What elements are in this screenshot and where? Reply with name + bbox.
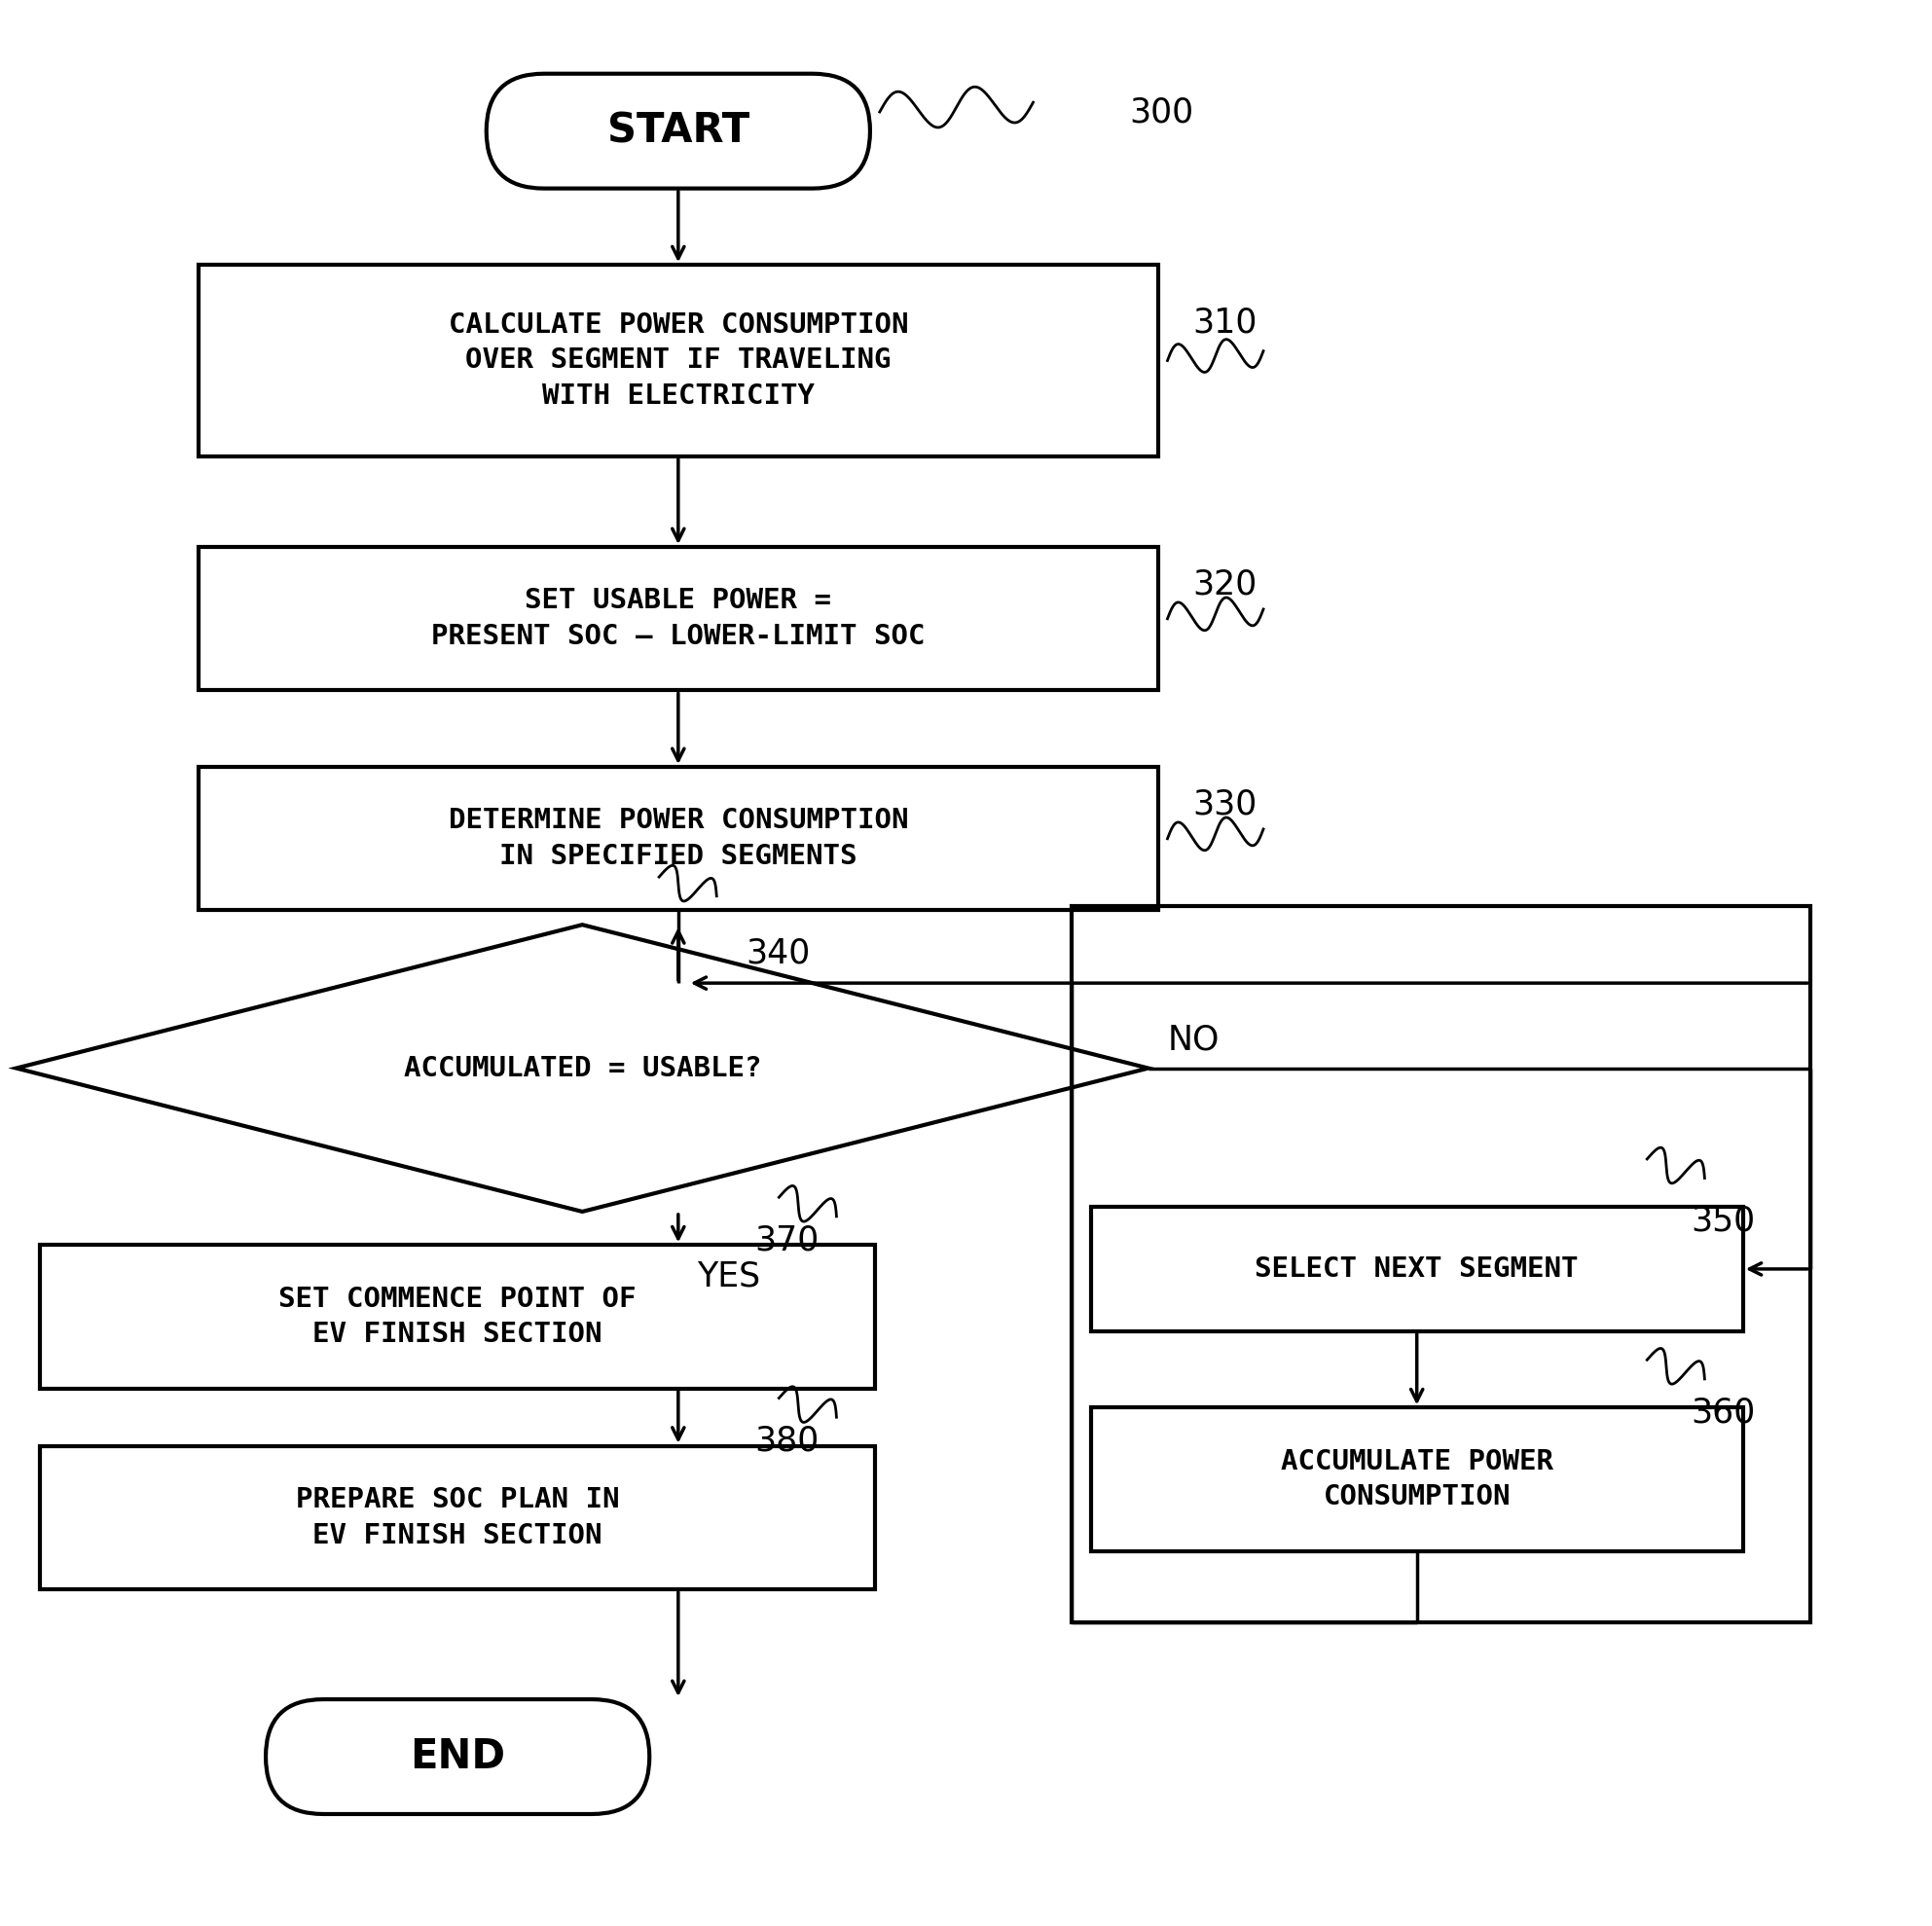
Text: 360: 360 <box>1690 1396 1756 1429</box>
Bar <box>199 266 1157 456</box>
Bar <box>41 1244 875 1389</box>
Bar <box>199 547 1157 691</box>
Text: CALCULATE POWER CONSUMPTION
OVER SEGMENT IF TRAVELING
WITH ELECTRICITY: CALCULATE POWER CONSUMPTION OVER SEGMENT… <box>448 312 908 410</box>
Text: 330: 330 <box>1192 788 1258 820</box>
Text: ACCUMULATE POWER
CONSUMPTION: ACCUMULATE POWER CONSUMPTION <box>1281 1448 1553 1510</box>
Text: 380: 380 <box>755 1425 819 1458</box>
Text: SET COMMENCE POINT OF
EV FINISH SECTION: SET COMMENCE POINT OF EV FINISH SECTION <box>278 1285 636 1348</box>
Text: 300: 300 <box>1128 96 1194 129</box>
Text: 350: 350 <box>1690 1204 1756 1238</box>
Text: SET USABLE POWER =
PRESENT SOC — LOWER-LIMIT SOC: SET USABLE POWER = PRESENT SOC — LOWER-L… <box>431 587 925 651</box>
Text: 310: 310 <box>1192 306 1258 339</box>
Bar <box>1092 1208 1743 1331</box>
Text: START: START <box>607 110 750 152</box>
Text: 340: 340 <box>746 936 810 971</box>
Bar <box>41 1446 875 1589</box>
Text: END: END <box>410 1735 506 1778</box>
Bar <box>199 767 1157 911</box>
Bar <box>1092 1408 1743 1550</box>
Text: 320: 320 <box>1192 568 1258 601</box>
Text: DETERMINE POWER CONSUMPTION
IN SPECIFIED SEGMENTS: DETERMINE POWER CONSUMPTION IN SPECIFIED… <box>448 807 908 871</box>
Bar <box>1072 905 1810 1624</box>
Text: SELECT NEXT SEGMENT: SELECT NEXT SEGMENT <box>1256 1256 1578 1283</box>
Text: PREPARE SOC PLAN IN
EV FINISH SECTION: PREPARE SOC PLAN IN EV FINISH SECTION <box>296 1487 620 1549</box>
Text: ACCUMULATED = USABLE?: ACCUMULATED = USABLE? <box>404 1055 761 1082</box>
Text: YES: YES <box>697 1260 761 1292</box>
Text: NO: NO <box>1167 1023 1219 1055</box>
Text: 370: 370 <box>755 1223 819 1258</box>
